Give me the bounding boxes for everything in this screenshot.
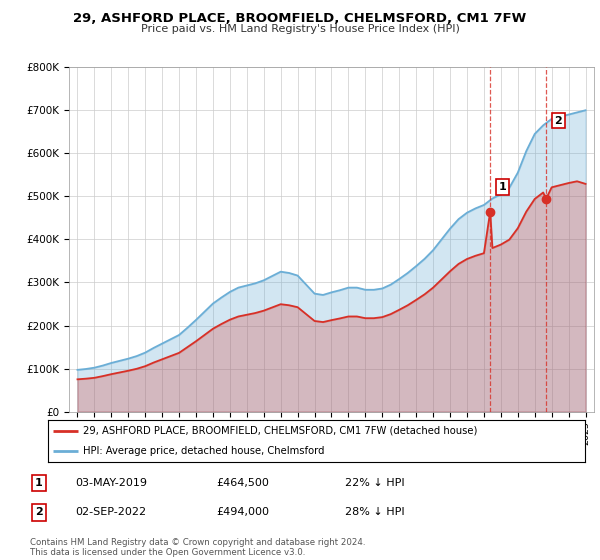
Text: 2: 2 [554, 115, 562, 125]
Text: HPI: Average price, detached house, Chelmsford: HPI: Average price, detached house, Chel… [83, 446, 325, 456]
Text: 03-MAY-2019: 03-MAY-2019 [75, 478, 147, 488]
Text: Contains HM Land Registry data © Crown copyright and database right 2024.
This d: Contains HM Land Registry data © Crown c… [30, 538, 365, 557]
Text: 1: 1 [35, 478, 43, 488]
Text: 2: 2 [35, 507, 43, 517]
Text: £464,500: £464,500 [216, 478, 269, 488]
Text: 29, ASHFORD PLACE, BROOMFIELD, CHELMSFORD, CM1 7FW (detached house): 29, ASHFORD PLACE, BROOMFIELD, CHELMSFOR… [83, 426, 477, 436]
Text: 22% ↓ HPI: 22% ↓ HPI [345, 478, 404, 488]
Text: 28% ↓ HPI: 28% ↓ HPI [345, 507, 404, 517]
Text: 29, ASHFORD PLACE, BROOMFIELD, CHELMSFORD, CM1 7FW: 29, ASHFORD PLACE, BROOMFIELD, CHELMSFOR… [73, 12, 527, 25]
Text: 02-SEP-2022: 02-SEP-2022 [75, 507, 146, 517]
Text: Price paid vs. HM Land Registry's House Price Index (HPI): Price paid vs. HM Land Registry's House … [140, 24, 460, 34]
Text: 1: 1 [499, 182, 506, 192]
Text: £494,000: £494,000 [216, 507, 269, 517]
